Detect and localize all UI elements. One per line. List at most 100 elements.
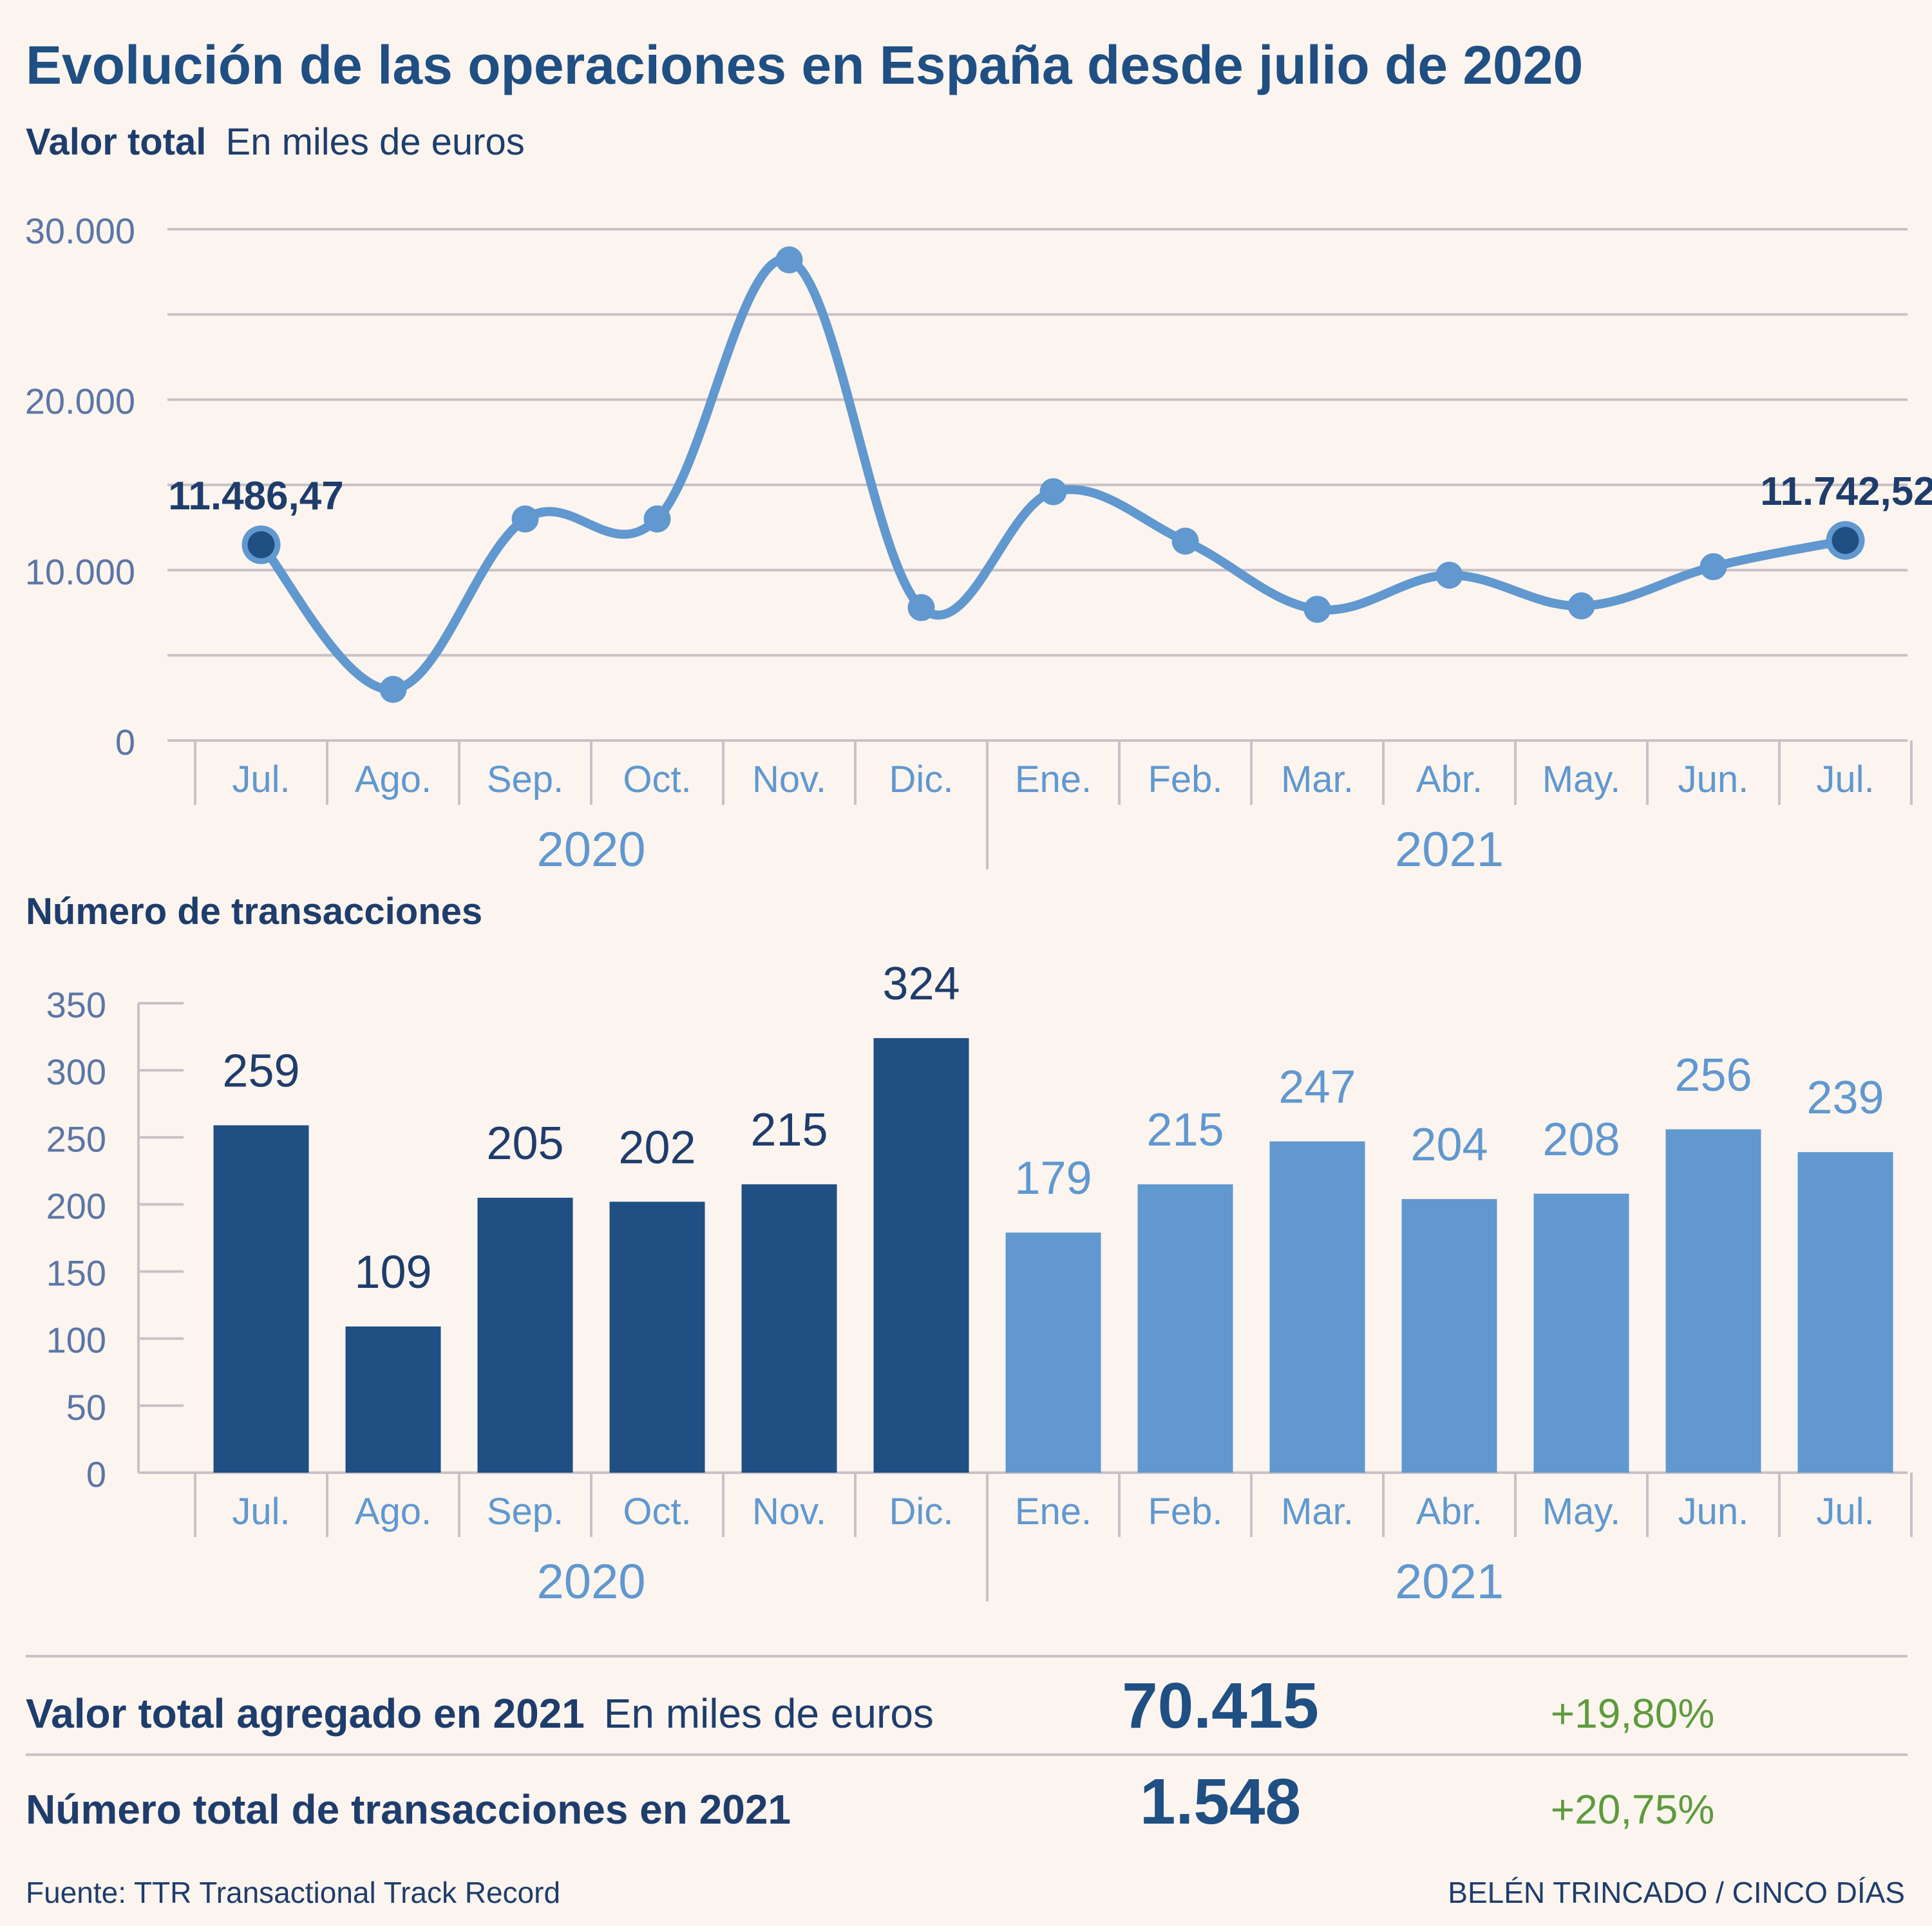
- line-point: [775, 246, 803, 274]
- bar-x-axis-label: May.: [1542, 1491, 1620, 1533]
- bar-data-label: 215: [1146, 1104, 1224, 1156]
- line-y-tick-label: 20.000: [25, 381, 135, 422]
- line-x-axis-label: Jul.: [1816, 759, 1874, 800]
- line-x-axis-label: Mar.: [1281, 759, 1354, 800]
- bar-y-tick-label: 50: [66, 1387, 106, 1428]
- bar-x-axis-label: Jul.: [232, 1491, 290, 1533]
- bar-x-axis-label: Jun.: [1678, 1491, 1749, 1533]
- bar-x-axis-label: Mar.: [1281, 1491, 1354, 1533]
- bar-x-axis-label: Jul.: [1816, 1491, 1874, 1533]
- bar: [873, 1038, 969, 1473]
- line-x-axis-label: Ago.: [355, 759, 431, 800]
- bar-data-label: 256: [1674, 1050, 1752, 1101]
- summary-row-2-label: Número total de transacciones en 2021: [26, 1786, 791, 1833]
- bar-x-axis-label: Ene.: [1015, 1491, 1092, 1533]
- line-x-axis-label: Feb.: [1148, 759, 1222, 800]
- line-point: [511, 505, 539, 533]
- bar: [1269, 1141, 1365, 1473]
- bar-y-tick-label: 150: [46, 1253, 106, 1294]
- bar-x-axis-label: Sep.: [487, 1491, 564, 1533]
- bar: [1797, 1152, 1893, 1473]
- bar-y-tick-label: 200: [46, 1185, 106, 1226]
- line-y-tick-label: 0: [115, 722, 135, 762]
- bar-y-tick-label: 0: [86, 1454, 106, 1495]
- bar: [741, 1184, 837, 1473]
- bar-x-axis-label: Dic.: [889, 1491, 954, 1533]
- line-point: [1435, 562, 1463, 589]
- summary-row-1-value: 70.415: [1122, 1670, 1319, 1742]
- bar-chart-data-labels: 259 109 205 202 215 324 179 215 247 204 208 256 239: [222, 958, 1884, 1298]
- line-x-axis-label: Jul.: [232, 759, 290, 800]
- line-chart-title: Valor total: [26, 121, 206, 163]
- author-credit: BELÉN TRINCADO / CINCO DÍAS: [1448, 1876, 1905, 1909]
- line-point-highlight: [247, 531, 275, 558]
- bar-data-label: 208: [1542, 1114, 1620, 1166]
- bar: [1665, 1129, 1761, 1473]
- summary-row-2-value: 1.548: [1140, 1766, 1301, 1838]
- line-annotation-label: 11.742,52: [1760, 469, 1932, 514]
- bar-data-label: 202: [618, 1122, 696, 1173]
- bar-x-axis-label: Abr.: [1416, 1491, 1482, 1533]
- line-x-axis-label: Abr.: [1416, 759, 1482, 800]
- line-x-axis-label: Nov.: [752, 759, 826, 800]
- bar-data-label: 205: [486, 1118, 564, 1169]
- bar-data-label: 247: [1278, 1062, 1356, 1113]
- line-annotation-label: 11.486,47: [168, 474, 343, 518]
- line-x-axis-label: Dic.: [889, 759, 954, 800]
- line-chart-series: [256, 254, 1850, 694]
- bar-data-label: 324: [882, 958, 960, 1010]
- summary-row-1-unit: En miles de euros: [604, 1690, 934, 1737]
- bar-x-axis-year-label: 2020: [536, 1554, 645, 1609]
- bar: [1401, 1199, 1497, 1473]
- summary-row-1-label: Valor total agregado en 2021 En miles de…: [26, 1690, 934, 1737]
- line-x-axis-label: Ene.: [1015, 759, 1092, 800]
- summary-row-1-title: Valor total agregado en 2021: [26, 1690, 585, 1737]
- bar-data-label: 239: [1806, 1072, 1884, 1124]
- bar: [477, 1198, 573, 1473]
- line-x-axis-label: Oct.: [623, 759, 691, 800]
- line-chart-subtitle: En miles de euros: [226, 121, 525, 163]
- line-point: [1567, 592, 1595, 619]
- line-point-highlight: [1832, 527, 1859, 554]
- page-title: Evolución de las operaciones en España d…: [26, 35, 1583, 95]
- bar: [1533, 1193, 1629, 1473]
- line-point: [379, 675, 407, 703]
- bar: [1005, 1232, 1101, 1473]
- bar-x-axis-label: Ago.: [355, 1491, 431, 1533]
- bar: [345, 1326, 441, 1473]
- line-y-tick-label: 10.000: [25, 551, 135, 592]
- line-chart-gridlines: [167, 228, 1908, 742]
- bar-data-label: 259: [222, 1046, 299, 1097]
- line-point: [1700, 553, 1727, 581]
- bar-data-label: 204: [1410, 1119, 1488, 1171]
- bar-x-axis-label: Feb.: [1148, 1491, 1222, 1533]
- line-x-axis-label: May.: [1542, 759, 1620, 800]
- line-chart-y-axis: 0 10.000 20.000 30.000: [25, 211, 135, 762]
- bar-data-label: 179: [1014, 1153, 1092, 1204]
- line-point: [1039, 478, 1067, 505]
- source-note: Fuente: TTR Transactional Track Record: [26, 1876, 560, 1909]
- line-series-path: [256, 254, 1850, 694]
- line-point: [907, 594, 935, 621]
- bar-y-tick-label: 300: [46, 1052, 106, 1092]
- line-chart-points: [242, 246, 1865, 703]
- line-x-axis-year-label: 2020: [536, 822, 645, 877]
- bar: [1137, 1184, 1233, 1473]
- bar-chart-title: Número de transacciones: [26, 891, 482, 932]
- bar: [609, 1202, 705, 1473]
- bar-y-tick-label: 100: [46, 1320, 106, 1361]
- line-x-axis-year-label: 2021: [1395, 822, 1504, 877]
- bar-data-label: 109: [354, 1247, 431, 1298]
- bar-y-tick-label: 250: [46, 1119, 106, 1159]
- line-chart-x-axis: Jul. Ago. Sep. Oct. Nov. Dic. Ene. Feb. Mar. Abr.…: [194, 741, 1913, 877]
- line-point: [1303, 596, 1331, 623]
- line-x-axis-label: Jun.: [1678, 759, 1749, 800]
- bar-chart-bars: [213, 1038, 1893, 1473]
- bar-x-axis-label: Oct.: [623, 1491, 691, 1533]
- line-chart-annotations: 11.486,47 11.742,52: [168, 469, 1932, 518]
- line-y-tick-label: 30.000: [25, 211, 135, 251]
- summary-row-1-change: +19,80%: [1551, 1690, 1714, 1737]
- line-x-axis-label: Sep.: [487, 759, 564, 800]
- bar-data-label: 215: [750, 1104, 828, 1156]
